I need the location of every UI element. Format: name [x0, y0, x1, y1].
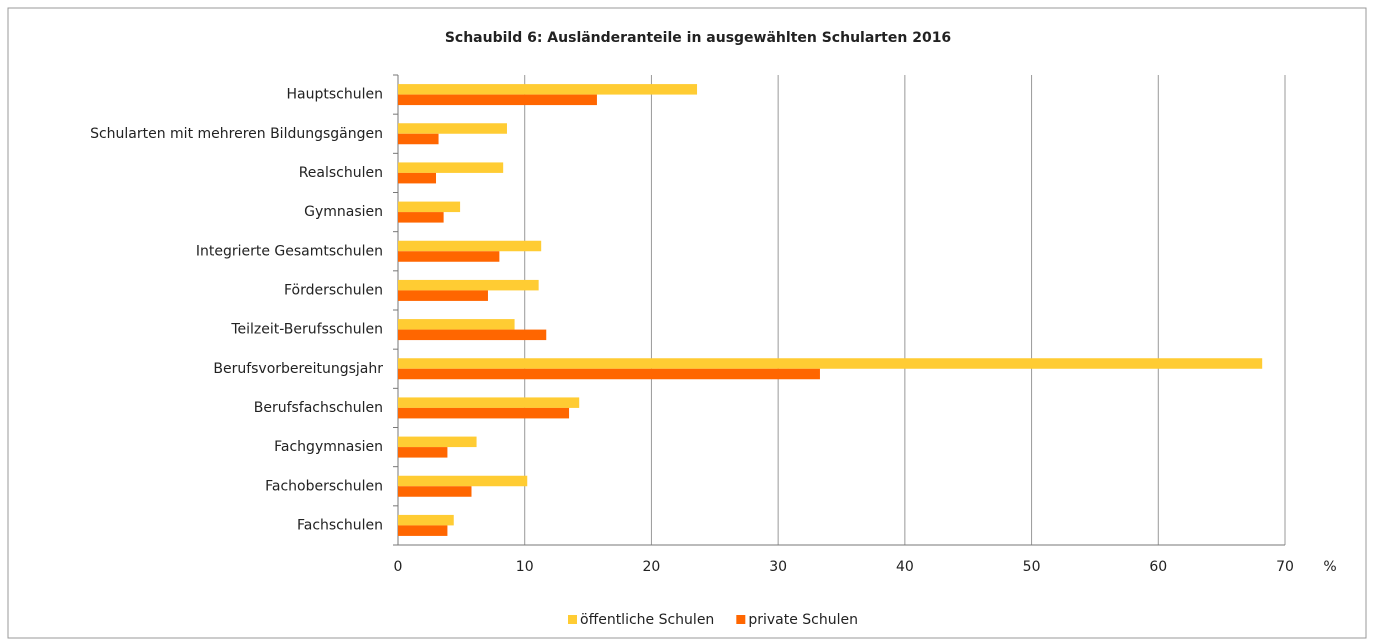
chart-frame — [7, 7, 1367, 639]
bar — [398, 251, 500, 262]
bar — [398, 407, 570, 419]
x-tick-label: 50 — [1023, 559, 1041, 575]
bar — [398, 397, 580, 408]
y-tick-label: Schularten mit mehreren Bildungsgängen — [90, 126, 383, 142]
x-tick-label: 70 — [1276, 559, 1294, 575]
y-tick-label: Berufsvorbereitungsjahr — [213, 361, 383, 377]
y-tick-label: Gymnasien — [304, 204, 383, 220]
bar — [398, 436, 477, 448]
legend-swatch — [736, 615, 746, 624]
y-tick-label: Fachgymnasien — [274, 439, 383, 455]
bar — [398, 329, 547, 341]
y-tick-label: Fachoberschulen — [265, 478, 383, 494]
y-tick-label: Integrierte Gesamtschulen — [196, 243, 383, 259]
bar — [398, 279, 539, 291]
bar — [398, 94, 597, 106]
bar — [398, 525, 448, 536]
chart-title: Schaubild 6: Ausländeranteile in ausgewä… — [445, 30, 951, 46]
bar — [398, 133, 439, 145]
y-tick-label: Teilzeit-Berufsschulen — [230, 322, 383, 338]
bar — [398, 319, 515, 330]
legend-label: öffentliche Schulen — [580, 612, 714, 628]
legend-swatch — [568, 615, 577, 624]
bar — [398, 447, 448, 458]
bar — [398, 368, 820, 380]
x-unit: % — [1323, 559, 1336, 575]
bar — [398, 514, 454, 526]
x-tick-label: 60 — [1149, 559, 1167, 575]
bar — [398, 358, 1263, 369]
bar — [398, 212, 444, 223]
x-tick-label: 20 — [643, 559, 661, 575]
y-tick-label: Fachschulen — [297, 517, 383, 533]
x-tick-label: 30 — [769, 559, 787, 575]
y-tick-label: Förderschulen — [284, 282, 383, 298]
bar — [398, 172, 437, 184]
x-tick-label: 0 — [394, 559, 403, 575]
bar — [398, 84, 698, 95]
y-tick-label: Realschulen — [299, 165, 383, 181]
x-tick-label: 40 — [896, 559, 914, 575]
legend-label: private Schulen — [748, 612, 858, 628]
bar — [398, 162, 504, 173]
bar — [398, 240, 542, 252]
bar — [398, 475, 528, 487]
bar — [398, 123, 507, 134]
bar — [398, 486, 472, 497]
bar — [398, 290, 488, 301]
y-tick-label: Berufsfachschulen — [254, 400, 383, 416]
y-tick-label: Hauptschulen — [287, 87, 383, 103]
bar — [398, 201, 461, 213]
x-tick-label: 10 — [516, 559, 534, 575]
